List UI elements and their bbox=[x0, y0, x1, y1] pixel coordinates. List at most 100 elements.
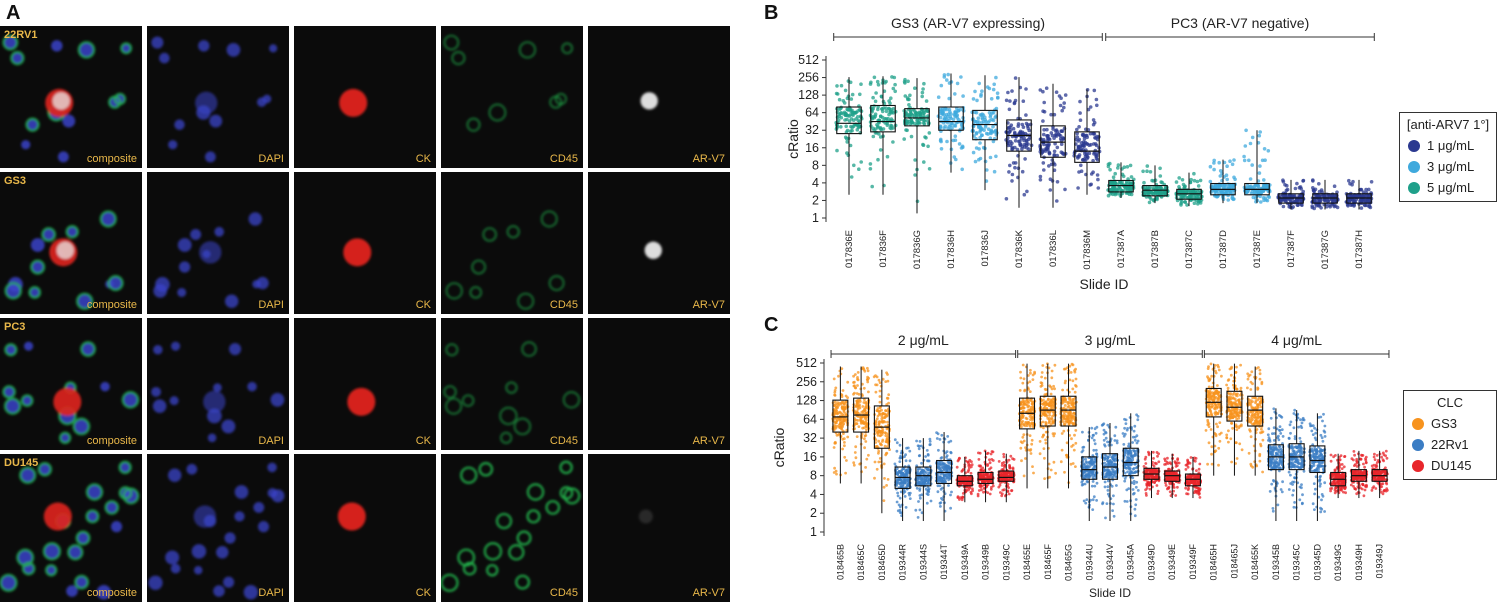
y-tick-label: 4 bbox=[812, 176, 819, 190]
panel-c-letter: C bbox=[764, 314, 779, 336]
data-points-018465B bbox=[831, 367, 850, 477]
image-gs3-ar-v7: AR-V7 bbox=[588, 172, 730, 314]
group-label: GS3 (AR-V7 expressing) bbox=[891, 18, 1045, 31]
box-019344U bbox=[1081, 456, 1098, 480]
channel-label-composite: composite bbox=[86, 435, 137, 447]
image-gs3-composite: GS3 composite bbox=[0, 172, 142, 314]
y-tick-label: 8 bbox=[810, 469, 817, 483]
image-22rv1-ck: CK bbox=[294, 26, 436, 168]
x-tick-label: 017387H bbox=[1354, 230, 1365, 269]
legend-label: 5 μg/mL bbox=[1427, 180, 1475, 195]
x-tick-label: 018465D bbox=[877, 544, 887, 581]
box-019344S bbox=[915, 466, 932, 487]
y-tick-label: 2 bbox=[810, 506, 817, 520]
channel-label-dapi: DAPI bbox=[258, 299, 284, 311]
x-tick-label: 018465J bbox=[1229, 544, 1239, 579]
legend-swatch bbox=[1408, 181, 1420, 194]
image-gs3-cd45: CD45 bbox=[441, 172, 583, 314]
image-du145-ar-v7: AR-V7 bbox=[588, 454, 730, 602]
y-tick-label: 512 bbox=[798, 53, 819, 67]
y-tick-label: 32 bbox=[803, 431, 817, 445]
channel-label-cd45: CD45 bbox=[549, 435, 578, 447]
channel-label-composite: composite bbox=[86, 299, 137, 311]
x-tick-label: 019349E bbox=[1167, 544, 1177, 580]
x-tick-label: 019345B bbox=[1271, 544, 1281, 580]
image-du145-ck: CK bbox=[294, 454, 436, 602]
y-tick-label: 16 bbox=[803, 450, 817, 464]
channel-label-cd45: CD45 bbox=[549, 299, 578, 311]
channel-label-ck: CK bbox=[415, 153, 431, 165]
x-tick-label: 017836K bbox=[1014, 229, 1025, 268]
legend-swatch bbox=[1408, 160, 1420, 173]
y-tick-label: 4 bbox=[810, 487, 817, 501]
legend-item: 22Rv1 bbox=[1412, 437, 1488, 452]
image-22rv1-dapi: DAPI bbox=[147, 26, 289, 168]
data-points-018465G bbox=[1059, 362, 1078, 484]
channel-label-cd45: CD45 bbox=[549, 587, 578, 599]
x-tick-label: 019349F bbox=[1188, 543, 1198, 579]
x-tick-label: 019349A bbox=[960, 544, 970, 580]
legend-label: 1 μg/mL bbox=[1427, 138, 1475, 153]
panel-b-letter: B bbox=[764, 2, 779, 24]
x-tick-label: 017387A bbox=[1116, 229, 1127, 268]
legend-swatch bbox=[1412, 438, 1424, 451]
y-tick-label: 8 bbox=[812, 158, 819, 172]
x-axis-label: Slide ID bbox=[1079, 276, 1128, 292]
x-tick-label: 018465E bbox=[1022, 544, 1032, 580]
box-019345D bbox=[1309, 445, 1326, 474]
group-label: 3 μg/mL bbox=[1085, 332, 1136, 348]
x-tick-label: 017836H bbox=[946, 230, 957, 269]
y-tick-label: 512 bbox=[796, 356, 817, 370]
x-tick-label: 019345C bbox=[1292, 544, 1302, 581]
box-017836H bbox=[938, 106, 964, 131]
x-tick-label: 019345A bbox=[1126, 544, 1136, 580]
box-019349F bbox=[1184, 473, 1201, 487]
x-tick-label: 019349D bbox=[1146, 544, 1156, 581]
data-points-018465D bbox=[872, 371, 891, 502]
legend-swatch bbox=[1412, 459, 1424, 472]
x-tick-label: 019344V bbox=[1105, 544, 1115, 580]
channel-label-ck: CK bbox=[415, 587, 431, 599]
legend-item: 3 μg/mL bbox=[1408, 159, 1488, 174]
x-tick-label: 019344U bbox=[1084, 544, 1094, 581]
image-22rv1-ar-v7: AR-V7 bbox=[588, 26, 730, 168]
data-points-019349H bbox=[1349, 450, 1369, 498]
panel-a-letter: A bbox=[6, 2, 21, 24]
channel-label-dapi: DAPI bbox=[258, 435, 284, 447]
group-label: 2 μg/mL bbox=[898, 332, 949, 348]
legend-b: [anti-ARV7 1°] 1 μg/mL 3 μg/mL 5 μg/mL bbox=[1399, 112, 1497, 202]
box-018465G bbox=[1060, 395, 1077, 427]
data-points-019344T bbox=[934, 431, 954, 513]
row-label-gs3: GS3 bbox=[4, 175, 27, 187]
x-tick-label: 017387C bbox=[1184, 230, 1195, 269]
image-22rv1-composite: 22RV1 composite bbox=[0, 26, 142, 168]
box-019349B bbox=[977, 471, 994, 485]
image-pc3-ck: CK bbox=[294, 318, 436, 450]
image-pc3-dapi: DAPI bbox=[147, 318, 289, 450]
box-019349C bbox=[998, 470, 1015, 482]
data-points-019344U bbox=[1080, 425, 1099, 511]
image-gs3-dapi: DAPI bbox=[147, 172, 289, 314]
box-017836F bbox=[870, 104, 896, 133]
x-tick-label: 017387B bbox=[1150, 230, 1161, 268]
legend-b-title: [anti-ARV7 1°] bbox=[1406, 117, 1490, 132]
x-tick-label: 019345D bbox=[1312, 544, 1322, 581]
channel-label-ar-v7: AR-V7 bbox=[692, 299, 725, 311]
group-label: PC3 (AR-V7 negative) bbox=[1171, 18, 1310, 31]
x-tick-label: 017836G bbox=[912, 230, 923, 269]
box-018465B bbox=[832, 399, 849, 433]
x-tick-label: 018465F bbox=[1043, 543, 1053, 579]
y-tick-label: 64 bbox=[805, 106, 819, 120]
data-points-019344R bbox=[893, 438, 912, 517]
data-points-017836L bbox=[1038, 86, 1068, 203]
data-points-018465K bbox=[1246, 366, 1265, 474]
x-tick-label: 018465B bbox=[835, 544, 845, 580]
x-tick-label: 017387F bbox=[1286, 230, 1297, 268]
legend-label: 22Rv1 bbox=[1431, 437, 1469, 452]
box-017836M bbox=[1074, 131, 1100, 163]
image-gs3-ck: CK bbox=[294, 172, 436, 314]
x-tick-label: 019349G bbox=[1333, 544, 1343, 581]
x-tick-label: 018465K bbox=[1250, 544, 1260, 580]
legend-item: DU145 bbox=[1412, 458, 1488, 473]
channel-label-dapi: DAPI bbox=[258, 153, 284, 165]
